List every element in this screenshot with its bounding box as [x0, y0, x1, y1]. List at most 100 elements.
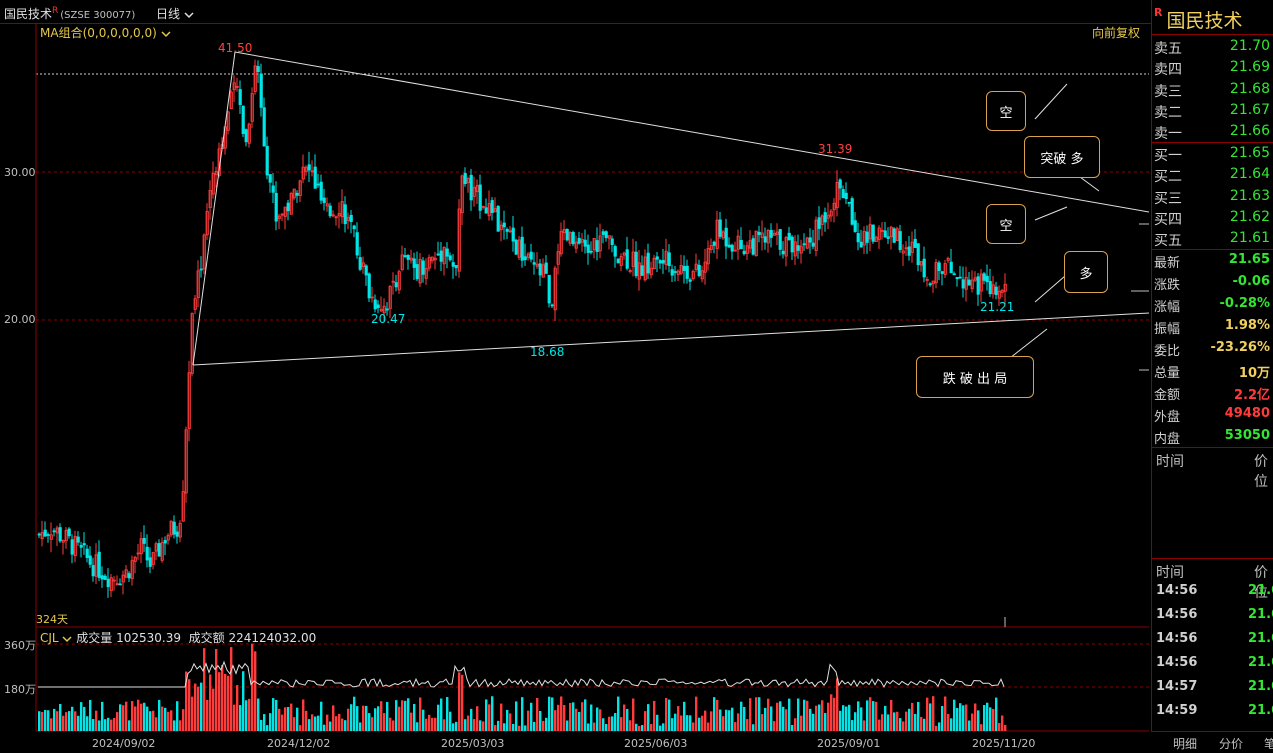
candle-body: [625, 249, 629, 269]
volume-bar: [695, 696, 698, 731]
candle-body: [550, 304, 554, 307]
candle-body: [277, 215, 281, 219]
ask-price: 21.69: [1229, 59, 1270, 76]
ask-row[interactable]: 卖三 21.68: [1152, 79, 1273, 100]
period-selector[interactable]: 日线: [156, 5, 194, 22]
note-short-1[interactable]: 空: [986, 91, 1026, 131]
ask-row[interactable]: 卖四 21.69: [1152, 57, 1273, 78]
ask-row[interactable]: 卖一 21.66: [1152, 121, 1273, 142]
bid-row[interactable]: 买一 21.65: [1152, 143, 1273, 164]
volume-bar: [107, 717, 110, 731]
candle-body: [598, 235, 602, 252]
note-breakout-long[interactable]: 突破 多: [1024, 136, 1100, 178]
volume-bar: [932, 696, 935, 731]
candle-body: [388, 285, 392, 309]
ask-row[interactable]: 卖二 21.67: [1152, 100, 1273, 121]
bid-row[interactable]: 买二 21.64: [1152, 164, 1273, 185]
volume-bar: [149, 711, 152, 731]
candle-body: [628, 270, 632, 272]
candle-body: [286, 202, 290, 212]
tick-row[interactable]: 14:56 21.6: [1152, 580, 1273, 604]
volume-bar: [881, 714, 884, 731]
candle-body: [757, 231, 761, 235]
panel-stock-title: R 国民技术: [1154, 6, 1243, 33]
volume-bar: [230, 647, 233, 731]
time-header: 时间: [1156, 454, 1184, 470]
volume-value: 成交量 102530.39: [76, 631, 181, 645]
candle-body: [853, 220, 857, 233]
stock-title[interactable]: 国民技术R (SZSE 300077): [4, 5, 135, 22]
ask-row[interactable]: 卖五 21.70: [1152, 36, 1273, 57]
volume-bar: [575, 708, 578, 731]
kline-chart[interactable]: [0, 24, 1151, 753]
volume-bar: [812, 713, 815, 731]
candle-body: [331, 214, 335, 217]
candle-body: [697, 264, 701, 276]
tick-row[interactable]: 14:56 21.6: [1152, 604, 1273, 628]
tick-row[interactable]: 14:56 21.6: [1152, 652, 1273, 676]
candle-body: [421, 260, 425, 275]
volume-bar: [92, 719, 95, 731]
candle-body: [541, 264, 545, 278]
note-short-2[interactable]: 空: [986, 204, 1026, 244]
volume-indicator-header[interactable]: CJL 成交量 102530.39 成交额 224124032.00: [40, 629, 316, 646]
volume-bar: [500, 703, 503, 731]
volume-bar: [170, 710, 173, 731]
volume-bar: [404, 700, 407, 731]
volume-bar: [140, 703, 143, 731]
volume-bar: [962, 705, 965, 731]
candle-body: [679, 265, 683, 274]
volume-bar: [848, 704, 851, 731]
candle-body: [877, 227, 881, 240]
tick-row[interactable]: 14:57 21.6: [1152, 676, 1273, 700]
bid-price: 21.61: [1229, 230, 1270, 247]
bid-label: 买一: [1154, 148, 1182, 164]
candle-body: [556, 251, 560, 265]
bid-row[interactable]: 买五 21.61: [1152, 228, 1273, 249]
volume-bar: [857, 701, 860, 731]
volume-bar: [878, 719, 881, 731]
tick-row[interactable]: 14:59 21.6: [1152, 700, 1273, 724]
candle-body: [502, 222, 506, 228]
volume-bar: [686, 715, 689, 731]
note-break-exit[interactable]: 跌 破 出 局: [916, 356, 1034, 398]
tab-detail[interactable]: 明细: [1173, 737, 1198, 751]
candle-body: [76, 536, 80, 543]
volume-bar: [698, 717, 701, 731]
candle-body: [367, 273, 371, 299]
volume-bar: [398, 706, 401, 731]
tab-price-dist[interactable]: 分价: [1219, 737, 1244, 751]
volume-bar: [626, 708, 629, 731]
volume-bar: [980, 724, 983, 731]
panel-r-mark: R: [1154, 6, 1163, 19]
tick-time: 14:56: [1156, 583, 1198, 598]
volume-bar: [353, 696, 356, 731]
volume-bar: [173, 720, 176, 731]
bid-row[interactable]: 买三 21.63: [1152, 186, 1273, 207]
candle-body: [109, 577, 113, 592]
adjust-mode-label[interactable]: 向前复权: [1092, 26, 1141, 40]
candle-body: [862, 231, 866, 246]
note-long[interactable]: 多: [1064, 251, 1108, 293]
stat-row: 总量 10万: [1152, 359, 1273, 381]
candle-body: [328, 205, 332, 217]
volume-bar: [245, 700, 248, 731]
volume-bar: [191, 696, 194, 731]
ma-indicator-label[interactable]: MA组合(0,0,0,0,0,0): [40, 24, 171, 41]
candle-body: [103, 575, 107, 580]
volume-bar: [806, 700, 809, 731]
volume-bar: [923, 718, 926, 731]
volume-bar: [554, 710, 557, 731]
candle-body: [439, 250, 443, 262]
tab-trades[interactable]: 笔: [1264, 737, 1273, 751]
candle-body: [268, 174, 272, 183]
candle-body: [160, 542, 164, 561]
candle-body: [148, 557, 152, 567]
bid-row[interactable]: 买四 21.62: [1152, 207, 1273, 228]
volume-bar: [950, 718, 953, 731]
candle-body: [961, 279, 965, 289]
candle-body: [733, 249, 737, 252]
candle-body: [688, 279, 692, 282]
candle-body: [124, 569, 128, 578]
tick-row[interactable]: 14:56 21.6: [1152, 628, 1273, 652]
